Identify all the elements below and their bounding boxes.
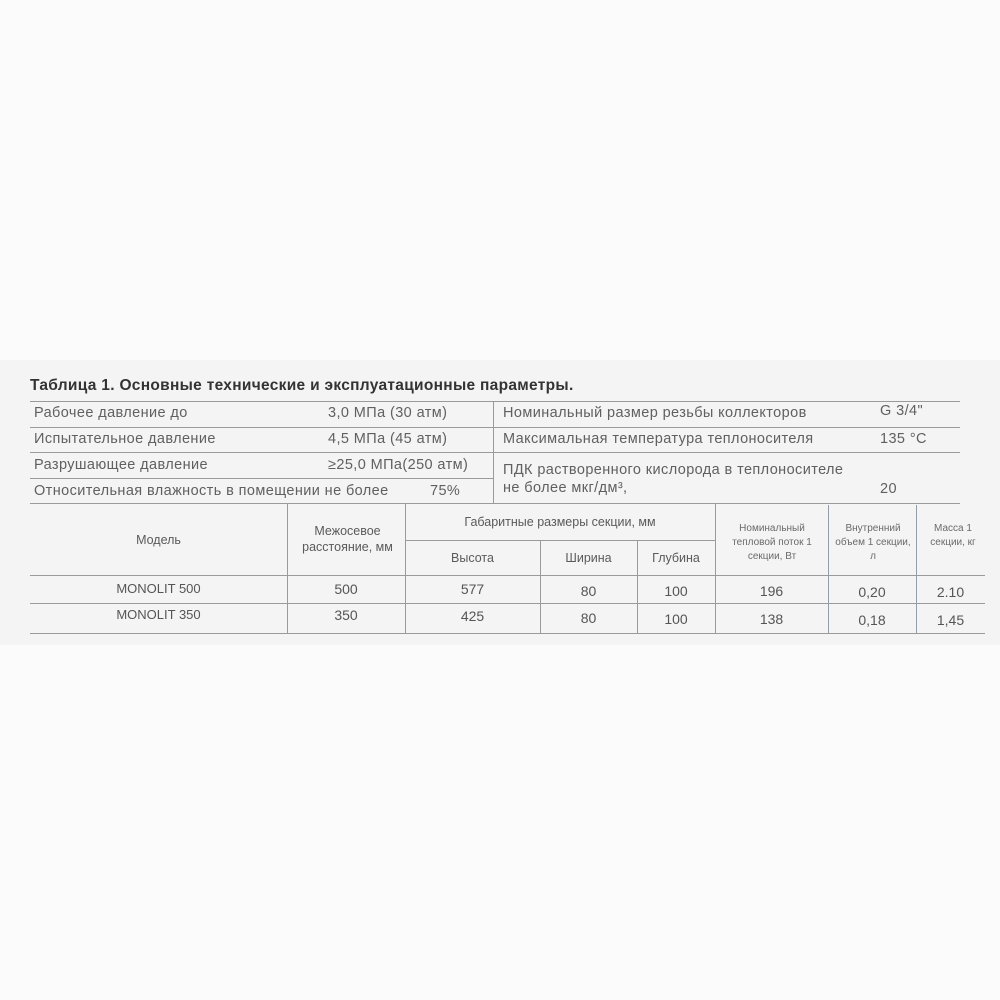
param-value: ≥25,0 МПа(250 атм) <box>328 457 469 473</box>
cell-mass: 2.10 <box>936 584 965 600</box>
divider <box>30 503 960 504</box>
cell-volume: 0,18 <box>858 612 886 628</box>
header-volume: Внутренний объем 1 секции, л <box>835 523 911 562</box>
divider <box>405 540 715 541</box>
param-label: не более мкг/дм³, <box>503 480 628 496</box>
param-label: Номинальный размер резьбы коллекторов <box>503 405 807 421</box>
cell-depth: 100 <box>664 611 688 627</box>
cell-depth: 100 <box>664 583 688 599</box>
divider <box>405 503 406 633</box>
cell-center-distance: 350 <box>334 607 358 623</box>
header-width: Ширина <box>565 551 612 565</box>
divider <box>637 540 638 633</box>
param-label: Относительная влажность в помещении не б… <box>34 483 389 499</box>
divider <box>30 427 960 428</box>
divider <box>30 478 493 479</box>
cell-volume: 0,20 <box>858 584 886 600</box>
param-value: 4,5 МПа (45 атм) <box>328 431 448 447</box>
header-height: Высота <box>451 551 494 565</box>
param-value: 20 <box>880 481 897 497</box>
divider <box>30 452 960 453</box>
divider <box>30 575 985 576</box>
header-center-distance: Межосевое расстояние, мм <box>302 524 393 554</box>
divider <box>715 503 716 633</box>
divider <box>30 401 960 402</box>
header-depth: Глубина <box>652 551 700 565</box>
param-label: Максимальная температура теплоносителя <box>503 431 814 447</box>
cell-center-distance: 500 <box>334 581 358 597</box>
cell-width: 80 <box>580 583 597 599</box>
divider <box>916 505 917 633</box>
header-model: Модель <box>136 533 181 547</box>
cell-model: MONOLIT 350 <box>116 607 201 622</box>
divider <box>493 401 494 503</box>
header-heat-flow: Номинальный тепловой поток 1 секции, Вт <box>732 523 812 562</box>
cell-height: 425 <box>460 608 485 624</box>
divider <box>30 633 985 634</box>
divider <box>30 603 985 604</box>
param-label: Испытательное давление <box>34 431 216 447</box>
param-value: 3,0 МПа (30 атм) <box>328 405 448 421</box>
cell-heat-flow: 138 <box>759 611 784 627</box>
cell-model: MONOLIT 500 <box>116 581 201 596</box>
divider <box>828 505 829 633</box>
header-dimensions: Габаритные размеры секции, мм <box>464 515 656 529</box>
param-label: ПДК растворенного кислорода в теплоносит… <box>503 462 844 478</box>
cell-heat-flow: 196 <box>759 583 784 599</box>
param-label: Разрушающее давление <box>34 457 208 473</box>
param-label: Рабочее давление до <box>34 405 188 421</box>
divider <box>287 503 288 633</box>
cell-height: 577 <box>460 581 485 597</box>
table-background <box>0 360 1000 645</box>
table-title: Таблица 1. Основные технические и эксплу… <box>30 377 574 394</box>
param-value: G 3/4" <box>880 403 924 419</box>
param-value: 135 °C <box>880 431 927 447</box>
cell-width: 80 <box>580 610 597 626</box>
header-mass: Масса 1 секции, кг <box>930 523 976 548</box>
divider <box>540 540 541 633</box>
cell-mass: 1,45 <box>936 612 965 628</box>
param-value: 75% <box>430 483 461 499</box>
